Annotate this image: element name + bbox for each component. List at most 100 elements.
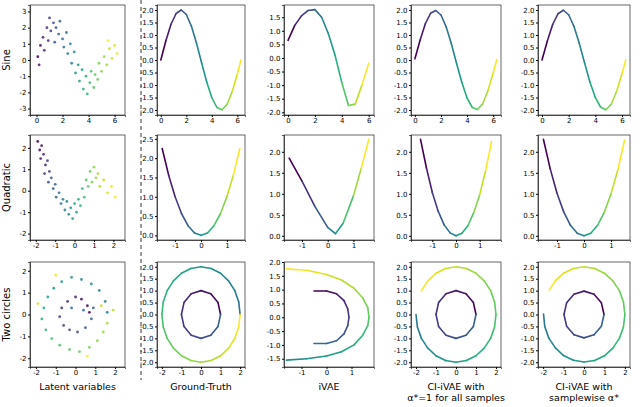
curve-segment xyxy=(184,294,191,303)
scatter-point xyxy=(48,170,51,173)
y-tick: 0.5 xyxy=(396,44,411,52)
x-tick-label: -1 xyxy=(561,369,568,377)
x-tick-label: 4 xyxy=(340,117,345,125)
x-tick: 0 xyxy=(582,367,586,377)
y-tick: -2.0 xyxy=(140,107,157,115)
y-tick-mark xyxy=(409,98,411,99)
curve-segment xyxy=(601,315,604,327)
scatter-point xyxy=(86,93,89,96)
curve-segment xyxy=(545,326,549,338)
x-tick: -1 xyxy=(178,367,185,377)
y-tick: 1.0 xyxy=(269,191,284,199)
y-tick: -2.0 xyxy=(140,359,157,367)
y-tick-mark xyxy=(536,48,538,49)
x-tick-label: 2 xyxy=(567,117,571,125)
x-tick: 0 xyxy=(199,240,203,250)
curve-segment xyxy=(218,303,221,315)
scatter-point xyxy=(60,202,63,205)
scatter-point xyxy=(43,172,46,175)
curve-segment xyxy=(480,171,486,195)
y-tick: 0 xyxy=(22,57,30,65)
x-tick-label: 2 xyxy=(112,242,116,250)
y-tick-mark xyxy=(155,216,157,217)
y-tick: -0.5 xyxy=(521,323,538,331)
curve-segment xyxy=(456,233,462,236)
y-tick-mark xyxy=(536,10,538,11)
y-tick: -2.0 xyxy=(267,109,284,117)
curve-segment xyxy=(186,15,191,27)
curve-segment xyxy=(348,309,349,317)
y-tick-label: -1.5 xyxy=(394,94,408,102)
x-tick-label: -2 xyxy=(33,242,40,250)
scatter-point xyxy=(77,198,80,201)
x-tick-label: 0 xyxy=(199,242,203,250)
curve-segment xyxy=(212,98,217,108)
y-tick: -0.5 xyxy=(521,69,538,77)
curve-segment xyxy=(191,335,201,338)
y-tick-mark xyxy=(409,10,411,11)
y-tick-label: 0.0 xyxy=(396,57,407,65)
y-tick-label: 1.5 xyxy=(396,170,407,178)
y-tick: 1.5 xyxy=(269,14,284,22)
y-tick: 0.5 xyxy=(142,213,157,221)
y-tick-mark xyxy=(409,173,411,174)
scatter-point xyxy=(58,344,61,347)
y-tick-mark xyxy=(536,350,538,351)
y-tick-mark xyxy=(28,76,30,77)
y-tick-label: 1.0 xyxy=(396,191,407,199)
x-tick: -1 xyxy=(299,240,306,250)
scatter-point xyxy=(88,346,91,349)
x-tick-label: -1 xyxy=(429,242,436,250)
y-axis: -2.0-1.5-1.0-0.50.00.51.01.52.0 xyxy=(394,6,412,116)
y-tick-mark xyxy=(409,85,411,86)
y-tick-mark xyxy=(282,317,284,318)
y-tick-label: -2 xyxy=(20,89,27,97)
y-tick-label: 2 xyxy=(22,267,26,275)
scatter-point xyxy=(43,49,46,52)
y-tick-label: -2 xyxy=(20,355,27,363)
y-tick: 2.0 xyxy=(269,149,284,157)
y-tick: 1.5 xyxy=(396,275,411,283)
scatter-point xyxy=(63,209,66,212)
x-tick: 1 xyxy=(225,240,229,250)
curve-segment xyxy=(484,281,490,291)
column-label: CI-iVAE with xyxy=(427,381,484,392)
curve-segment xyxy=(584,233,591,236)
y-axis: 0.00.51.01.52.0 xyxy=(269,136,284,241)
scatter-point xyxy=(76,331,79,334)
curve-segment xyxy=(564,268,574,273)
y-tick-label: -2.0 xyxy=(140,107,154,115)
scatter-point xyxy=(100,70,103,73)
curve-segment xyxy=(307,270,327,274)
curve-segment xyxy=(557,193,564,212)
y-tick: -1.0 xyxy=(267,342,284,350)
plot-frame xyxy=(30,135,125,240)
y-tick-mark xyxy=(409,362,411,363)
plot-frame xyxy=(284,135,374,240)
y-tick: -0.5 xyxy=(267,68,284,76)
x-axis: -101 xyxy=(539,240,631,250)
y-tick: -0.5 xyxy=(267,328,284,336)
y-tick-label: 0.5 xyxy=(396,212,407,220)
curve-segment xyxy=(439,294,446,303)
curve-segment xyxy=(342,345,355,352)
y-tick-label: -1.0 xyxy=(267,342,281,350)
y-tick-label: 0.0 xyxy=(523,233,534,241)
curve-segment xyxy=(473,315,476,327)
y-tick: 2 xyxy=(22,24,30,32)
x-tick-label: 6 xyxy=(491,117,496,125)
curve-segment xyxy=(450,233,456,236)
scatter-point xyxy=(74,72,77,75)
y-tick-label: 0.5 xyxy=(523,212,534,220)
y-tick: 0.0 xyxy=(523,233,538,241)
y-tick-label: 1.5 xyxy=(142,174,153,182)
curve-segment xyxy=(428,348,436,356)
x-tick: -2 xyxy=(159,367,166,377)
curve-segment xyxy=(354,335,363,345)
plot-frame xyxy=(284,262,374,367)
curve-segment xyxy=(302,181,315,206)
scatter-point xyxy=(74,296,77,299)
y-tick-label: 1.5 xyxy=(396,19,407,27)
curve-segment xyxy=(486,141,492,170)
y-tick-label: 1.5 xyxy=(142,275,153,283)
